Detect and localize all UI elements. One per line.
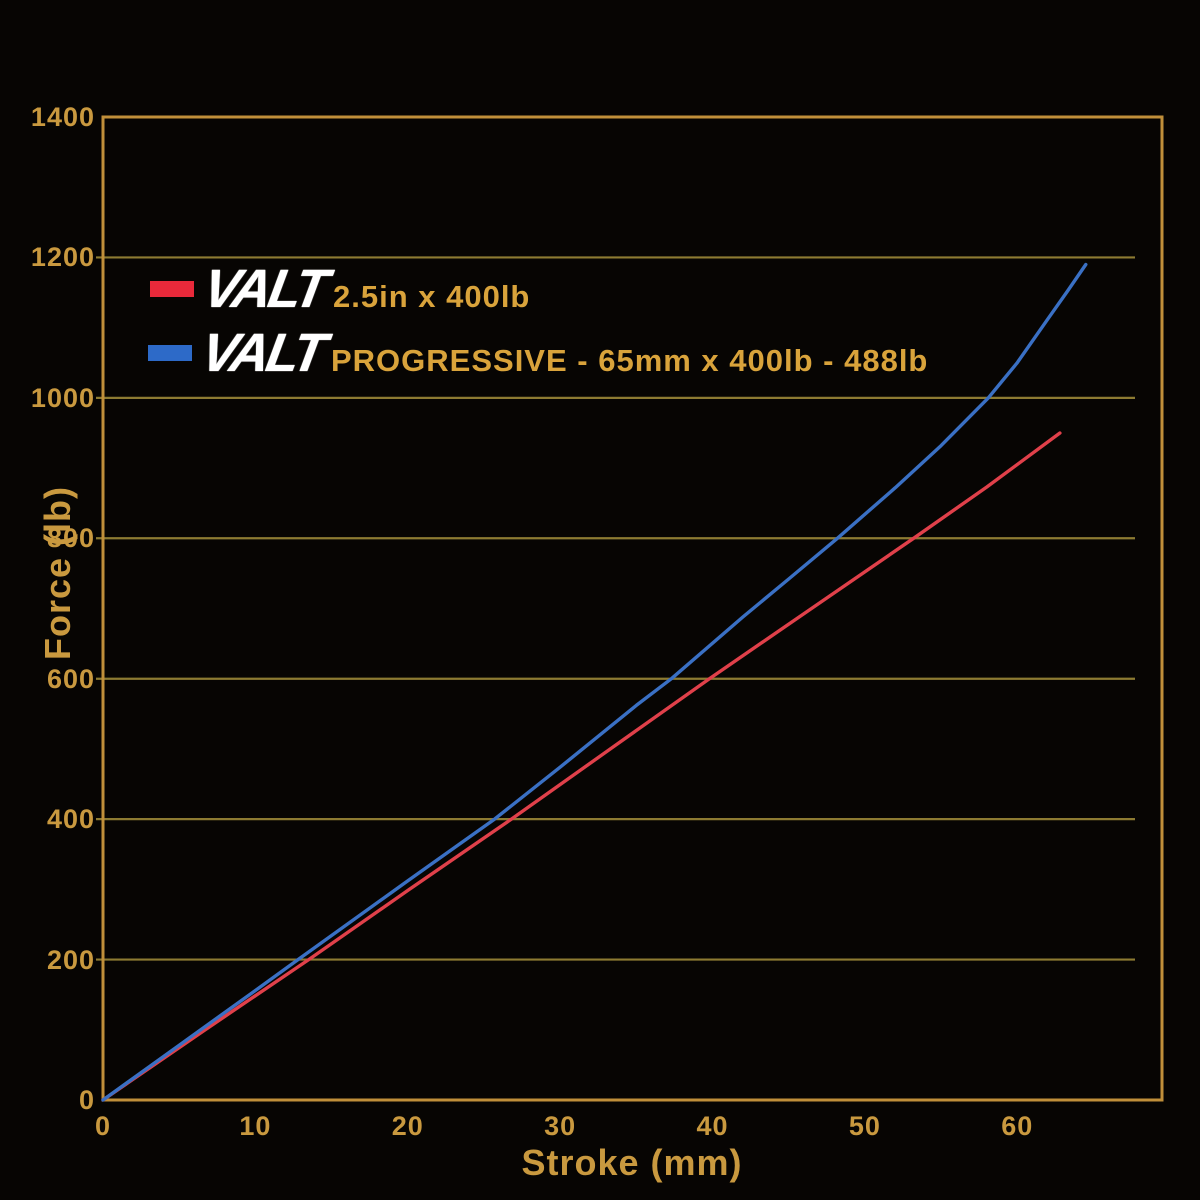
x-tick-label-60: 60	[1001, 1111, 1034, 1141]
series-line-blue	[101, 262, 1088, 1102]
y-axis-title: Force (lb)	[37, 486, 78, 661]
legend-item-blue: VALT PROGRESSIVE - 65mm x 400lb - 488lb	[148, 323, 929, 383]
y-tick-label-800: 800	[46, 523, 95, 554]
y-tick-label-1400: 1400	[30, 102, 95, 132]
x-tick-label-0: 0	[94, 1111, 112, 1141]
x-tick-label-40: 40	[696, 1111, 729, 1141]
blue-line-swatch	[148, 345, 192, 361]
x-tick-label-10: 10	[239, 1111, 272, 1141]
y-tick-label-0: 0	[78, 1085, 95, 1115]
series-line-red	[101, 431, 1062, 1102]
brand-logo-valt: VALT	[196, 323, 329, 383]
y-tick-label-200: 200	[46, 944, 95, 975]
x-tick-label-50: 50	[848, 1111, 881, 1141]
axes-border	[101, 115, 1164, 1102]
y-tick-label-600: 600	[46, 663, 95, 694]
legend-item-red: VALT 2.5in x 400lb	[150, 259, 531, 319]
brand-logo-valt: VALT	[198, 259, 331, 319]
y-tick-label-1200: 1200	[30, 242, 95, 273]
x-tick-label-30: 30	[544, 1111, 577, 1141]
y-tick-label-400: 400	[46, 804, 95, 835]
x-axis-title: Stroke (mm)	[521, 1142, 743, 1183]
legend-label-blue: PROGRESSIVE - 65mm x 400lb - 488lb	[330, 343, 929, 378]
x-tick-label-20: 20	[391, 1111, 424, 1141]
y-tick-label-1000: 1000	[30, 382, 95, 413]
red-line-swatch	[150, 281, 194, 297]
legend-label-red: 2.5in x 400lb	[332, 279, 531, 314]
